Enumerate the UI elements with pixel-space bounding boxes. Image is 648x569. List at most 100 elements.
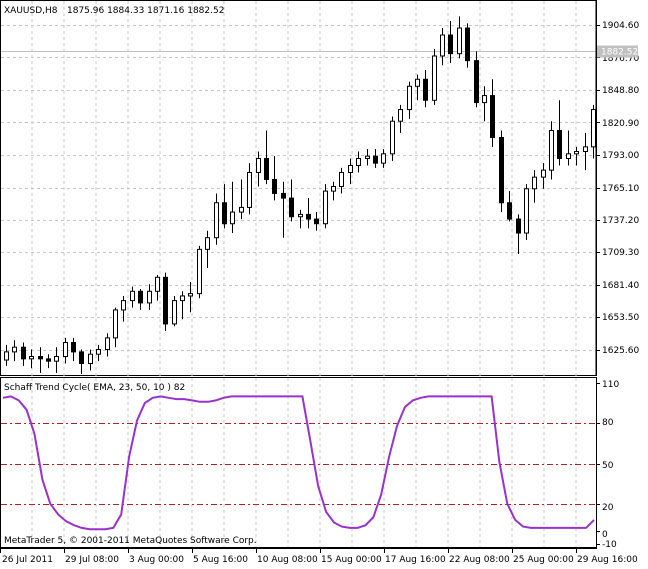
- indicator-axis: 110 80 50 20 0 -10: [602, 380, 619, 550]
- main-grid: [1, 1, 600, 376]
- candle: [147, 284, 152, 310]
- candle-body-bear: [38, 356, 43, 360]
- candle-body-bear: [306, 213, 311, 220]
- candle-body-bull: [105, 337, 110, 351]
- candle: [298, 209, 303, 229]
- candle-body-bear: [46, 358, 51, 362]
- copyright-text: MetaTrader 5, © 2001-2011 MetaQuotes Sof…: [4, 536, 257, 546]
- candle: [549, 121, 554, 180]
- candle-body-bull: [155, 276, 160, 292]
- candle: [365, 149, 370, 166]
- time-tick: 5 Aug 16:00: [193, 555, 248, 565]
- time-tick: 17 Aug 16:00: [385, 555, 446, 565]
- candle: [79, 349, 84, 374]
- price-tick: 1653.50: [602, 313, 639, 323]
- price-tick: 1625.60: [602, 346, 639, 356]
- candle-body-bear: [499, 137, 504, 204]
- candle-body-bear: [281, 192, 286, 199]
- candle-body-bull: [29, 356, 34, 360]
- time-tick: 25 Aug 00:00: [513, 555, 574, 565]
- candle: [264, 130, 269, 185]
- candle: [398, 104, 403, 133]
- indicator-frame: [0, 377, 597, 548]
- candle: [423, 69, 428, 108]
- candle-body-bear: [272, 178, 277, 194]
- time-tick: 22 Aug 08:00: [449, 555, 510, 565]
- candle: [172, 295, 177, 327]
- candle: [239, 179, 244, 220]
- candle: [21, 342, 26, 366]
- candle-body-bull: [583, 146, 588, 153]
- candle: [247, 163, 252, 215]
- candle-body-bull: [566, 153, 571, 159]
- candle-body-bull: [205, 237, 210, 250]
- candle-body-bull: [407, 85, 412, 111]
- candle-body-bull: [432, 55, 437, 101]
- candle-body-bull: [541, 169, 546, 178]
- candle-body-bull: [96, 349, 101, 355]
- candle: [272, 156, 277, 201]
- candle: [281, 181, 286, 238]
- candle: [230, 181, 235, 234]
- candle-body-bull: [4, 351, 9, 361]
- chart-symbol: XAUUSD,H8: [4, 6, 58, 16]
- indicator-grid: [31, 378, 577, 547]
- candle-body-bull: [365, 155, 370, 159]
- indicator-tick: -10: [602, 540, 617, 550]
- indicator-tick: 50: [602, 461, 614, 471]
- candle-body-bear: [516, 218, 521, 234]
- candle: [457, 16, 462, 59]
- candle: [407, 81, 412, 119]
- candle-body-bull: [247, 171, 252, 208]
- candle: [415, 74, 420, 101]
- candle: [432, 48, 437, 105]
- time-tick: 29 Jul 08:00: [65, 555, 119, 565]
- candle-body-bear: [465, 27, 470, 62]
- candle-body-bull: [113, 309, 118, 339]
- candle-body-bear: [71, 342, 76, 353]
- candle: [63, 337, 68, 364]
- candle-body-bull: [256, 157, 261, 173]
- indicator-tick: 80: [602, 418, 614, 428]
- time-tick: 15 Aug 00:00: [321, 555, 382, 565]
- candle: [54, 347, 59, 373]
- candle: [289, 179, 294, 222]
- candle-body-bear: [264, 157, 269, 180]
- candle: [71, 337, 76, 362]
- candle-body-bull: [398, 109, 403, 122]
- candle-body-bull: [214, 202, 219, 239]
- candle-body-bull: [524, 188, 529, 234]
- candle-body-bull: [54, 356, 59, 362]
- candle-body-bull: [356, 157, 361, 166]
- candle: [222, 184, 227, 229]
- candle-body-bull: [381, 153, 386, 164]
- candle-body-bear: [289, 197, 294, 218]
- candle-body-bull: [390, 120, 395, 155]
- candle: [4, 344, 9, 366]
- price-tick: 1765.10: [602, 184, 639, 194]
- candle-body-bear: [557, 130, 562, 159]
- time-tick: 29 Aug 16:00: [577, 555, 638, 565]
- candle: [524, 184, 529, 241]
- candle: [38, 347, 43, 373]
- candle-body-bull: [121, 300, 126, 311]
- stc-line: [2, 395, 595, 531]
- candle-body-bear: [79, 351, 84, 365]
- candle-body-bull: [532, 176, 537, 190]
- candle-body-bear: [222, 202, 227, 225]
- candle: [532, 170, 537, 203]
- candle: [96, 344, 101, 362]
- candle-body-bull: [147, 290, 152, 304]
- candle-body-bear: [373, 155, 378, 164]
- candle-body-bear: [314, 218, 319, 225]
- time-tick: 26 Jul 2011: [2, 555, 53, 565]
- indicator-tick: 110: [602, 380, 619, 390]
- candle: [323, 184, 328, 229]
- candle: [507, 191, 512, 222]
- candle: [188, 281, 193, 313]
- candle-body-bull: [348, 164, 353, 173]
- price-tick: 1876.70: [602, 54, 639, 64]
- candle: [197, 245, 202, 299]
- candle: [138, 288, 143, 310]
